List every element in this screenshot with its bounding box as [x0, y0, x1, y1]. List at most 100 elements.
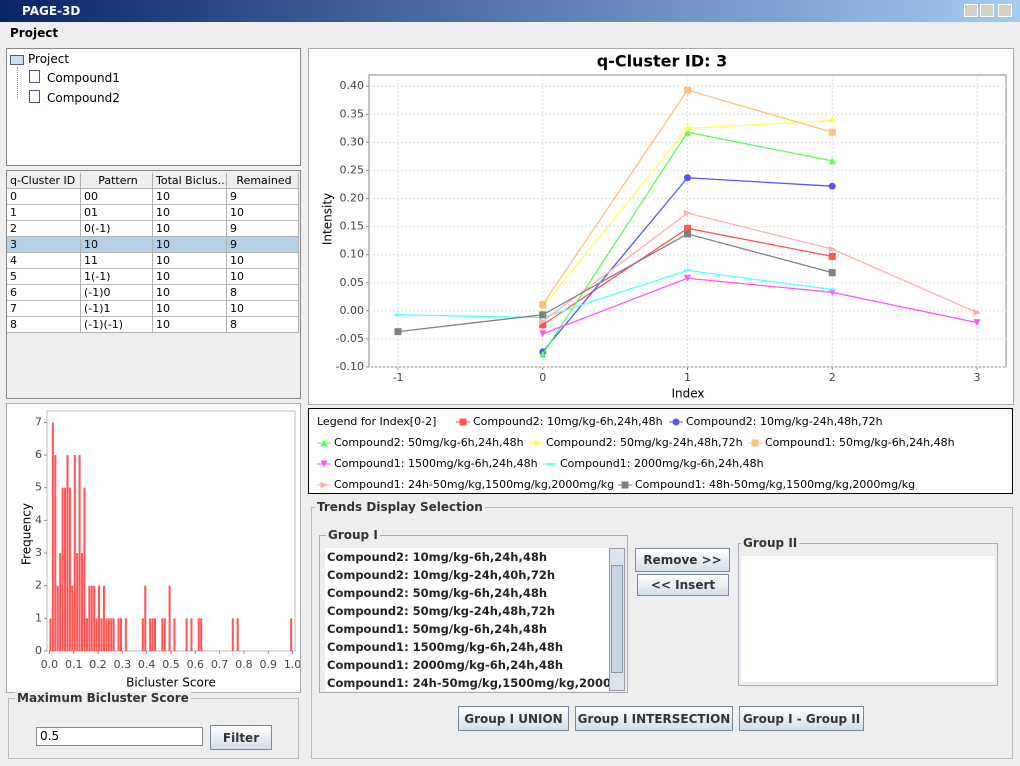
marker	[973, 309, 981, 317]
table-cell[interactable]: 10	[153, 317, 227, 333]
window-title: PAGE-3D	[22, 4, 81, 18]
bar	[68, 487, 71, 651]
bar	[88, 585, 91, 651]
y-axis-label: Frequency	[20, 503, 34, 565]
table-cell[interactable]: 9	[227, 237, 299, 253]
marker	[394, 328, 402, 336]
union-button[interactable]: Group I UNION	[458, 706, 569, 731]
table-cell[interactable]: 8	[7, 317, 81, 333]
table-cell[interactable]: 10	[153, 221, 227, 237]
bar	[161, 618, 164, 651]
table-cell[interactable]: 8	[227, 285, 299, 301]
list-item[interactable]: Compound2: 50mg/kg-6h,24h,48h	[327, 586, 548, 600]
marker	[532, 439, 540, 447]
table-cell[interactable]: (-1)(-1)	[81, 317, 153, 333]
table-cell[interactable]: 10	[227, 301, 299, 317]
filter-button[interactable]: Filter	[210, 725, 272, 750]
table-cell[interactable]: 3	[7, 237, 81, 253]
table-cell[interactable]: 8	[227, 317, 299, 333]
table-cell[interactable]: 10	[153, 301, 227, 317]
x-tick-label: 0.3	[114, 658, 132, 671]
x-tick-label: 0.4	[138, 658, 156, 671]
bar	[168, 585, 171, 651]
file-icon	[29, 90, 40, 103]
y-tick-label: 5	[35, 481, 42, 494]
bar	[85, 618, 88, 651]
y-tick-label: 4	[35, 513, 42, 526]
intersection-button[interactable]: Group I INTERSECTION	[575, 706, 733, 731]
chart-title: q-Cluster ID: 3	[597, 52, 728, 71]
minimize-button[interactable]	[964, 4, 978, 17]
table-cell[interactable]: 2	[7, 221, 81, 237]
table-cell[interactable]: 10	[81, 237, 153, 253]
table-cell[interactable]: 11	[81, 253, 153, 269]
marker	[973, 319, 981, 327]
tree-node[interactable]: Compound1	[47, 71, 120, 85]
y-tick-label: 6	[35, 448, 42, 461]
tree: Project Compound1 Compound2	[6, 48, 301, 166]
marker	[684, 269, 691, 272]
x-tick-label: 3	[974, 371, 981, 384]
line-chart-panel: -1 0 1 2 3 -0.10 -0.05 0.00 0.05 0.10 0.15 0.20 0.25…	[308, 48, 1014, 405]
score-input[interactable]: 0.5	[36, 727, 203, 746]
table-cell[interactable]: 1	[7, 205, 81, 221]
remove-button[interactable]: Remove >>	[635, 548, 730, 572]
histogram: 0.0 0.1 0.2 0.3 0.4 0.5 0.6 0.7 0.8 0.9 1.0 0 1 2 3 4 5 6…	[20, 410, 300, 690]
y-tick-label: 0.40	[340, 79, 365, 92]
bar	[105, 618, 108, 651]
bar	[185, 618, 188, 651]
x-tick-label: 0.2	[89, 658, 107, 671]
list-item[interactable]: Compound2: 10mg/kg-6h,24h,48h	[327, 550, 548, 564]
table-cell[interactable]: (-1)1	[81, 301, 153, 317]
list-item[interactable]: Compound1: 24h-50mg/kg,1500mg/kg,2000mg/…	[327, 676, 609, 690]
close-button[interactable]	[998, 4, 1012, 17]
table-cell[interactable]: 5	[7, 269, 81, 285]
scrollbar[interactable]	[609, 548, 625, 691]
maximize-button[interactable]	[980, 4, 994, 17]
list-item[interactable]: Compound1: 2000mg/kg-6h,24h,48h	[327, 658, 564, 672]
table-cell[interactable]: 10	[153, 285, 227, 301]
table-cell[interactable]: 10	[227, 253, 299, 269]
table-cell[interactable]: (-1)0	[81, 285, 153, 301]
table-cell[interactable]: 10	[153, 205, 227, 221]
table-cell[interactable]: 9	[227, 189, 299, 205]
x-tick-label: 0.0	[41, 658, 59, 671]
table-cell[interactable]: 10	[153, 189, 227, 205]
table-cell[interactable]: 10	[153, 253, 227, 269]
x-tick-label: 0.6	[187, 658, 205, 671]
list-item[interactable]: Compound1: 1500mg/kg-6h,24h,48h	[327, 640, 564, 654]
group2-list	[741, 556, 995, 682]
list-item[interactable]: Compound1: 50mg/kg-6h,24h,48h	[327, 622, 548, 636]
table-cell[interactable]: 0	[7, 189, 81, 205]
menu-item[interactable]: Project	[10, 26, 59, 40]
table-cell[interactable]: 4	[7, 253, 81, 269]
y-tick-label: 0.00	[340, 304, 365, 317]
table-cell[interactable]: 7	[7, 301, 81, 317]
y-tick-label: 3	[35, 546, 42, 559]
table-cell[interactable]: 6	[7, 285, 81, 301]
column-header: Remained	[227, 173, 299, 189]
table-cell[interactable]: 10	[227, 205, 299, 221]
table-cell[interactable]: 10	[153, 269, 227, 285]
bar	[151, 618, 154, 651]
table-cell[interactable]: 0(-1)	[81, 221, 153, 237]
x-tick-label: 2	[829, 371, 836, 384]
table-cell[interactable]: 9	[227, 221, 299, 237]
bar	[141, 618, 144, 651]
scroll-thumb[interactable]	[611, 565, 623, 673]
difference-button[interactable]: Group I - Group II	[739, 706, 864, 731]
table-cell[interactable]: 00	[81, 189, 153, 205]
list-item[interactable]: Compound2: 50mg/kg-24h,48h,72h	[327, 604, 556, 618]
insert-button[interactable]: << Insert	[637, 574, 729, 596]
table-cell[interactable]: 01	[81, 205, 153, 221]
bar	[153, 618, 157, 651]
tree-root[interactable]: Project	[28, 52, 70, 66]
marker	[539, 350, 547, 358]
tree-node[interactable]: Compound2	[47, 91, 120, 105]
list-item[interactable]: Compound2: 10mg/kg-24h,40h,72h	[327, 568, 556, 582]
table-cell[interactable]: 10	[153, 237, 227, 253]
table-cell[interactable]: 1(-1)	[81, 269, 153, 285]
series-line	[542, 212, 978, 323]
table-cell[interactable]: 10	[227, 269, 299, 285]
